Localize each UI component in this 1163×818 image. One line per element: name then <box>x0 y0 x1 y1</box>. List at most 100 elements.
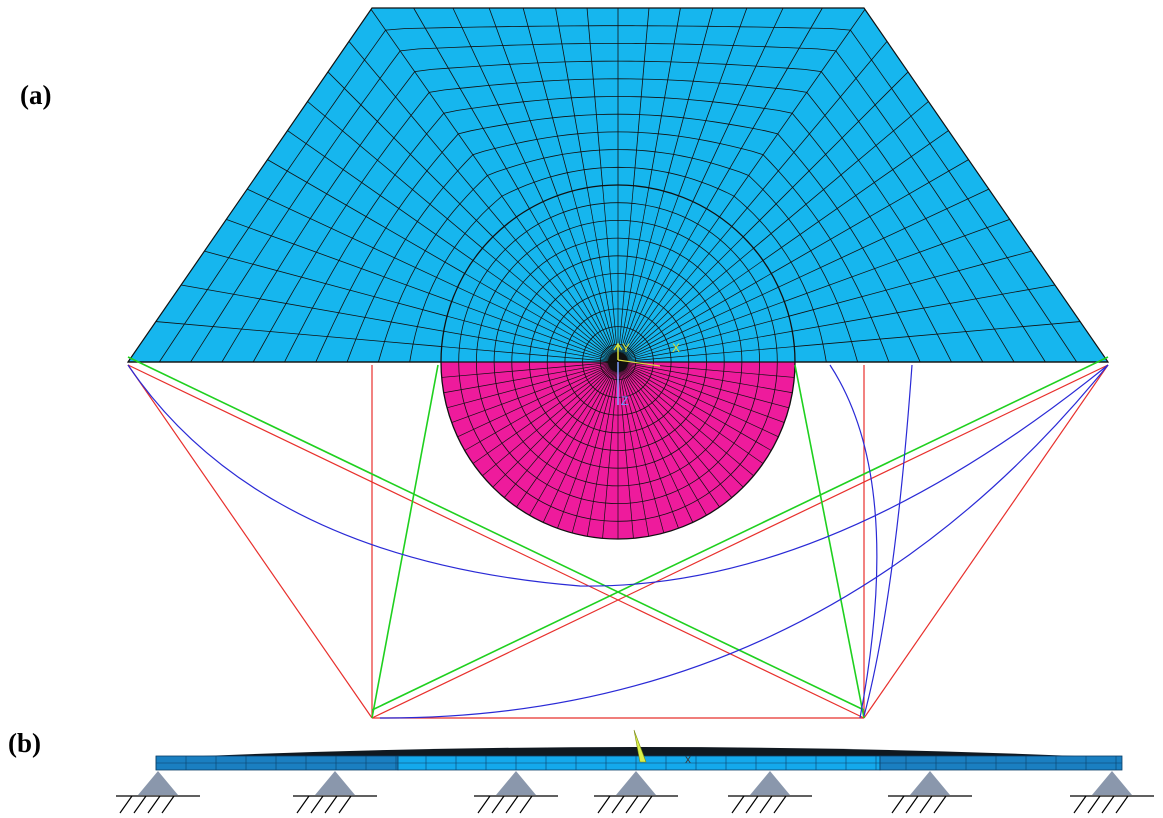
disc-spoke-line <box>516 216 615 358</box>
trapezoid-ring-line <box>158 25 1078 363</box>
support-hatch <box>919 795 933 814</box>
support-hatch <box>310 795 324 814</box>
beam-axis-marker: x <box>685 752 691 766</box>
support-triangle <box>616 771 656 795</box>
disc-spoke-line <box>620 208 707 357</box>
support-hatch <box>296 795 310 814</box>
disc-spoke-line <box>620 367 707 516</box>
disc-spoke-line <box>618 367 650 537</box>
disc-spoke-line <box>623 364 772 451</box>
disc-spoke-line <box>621 226 733 358</box>
disc-spoke-line <box>586 187 618 357</box>
disc-spoke-line <box>451 363 613 423</box>
disc-spoke-line <box>571 190 617 357</box>
support-hatch <box>119 795 133 814</box>
support-hatch <box>324 795 338 814</box>
disc-spoke-line <box>492 236 615 359</box>
axis-x-label: X <box>672 341 680 355</box>
support-triangle <box>315 771 355 795</box>
axis-z-label: Z <box>621 394 628 408</box>
disc-spoke-line <box>529 367 616 516</box>
support-hatch <box>597 795 611 814</box>
pin-support <box>728 771 812 814</box>
cable-blue <box>829 364 878 719</box>
support-hatch <box>891 795 905 814</box>
support-hatch <box>639 795 653 814</box>
cable-green <box>127 356 865 711</box>
trapezoid-ring-line <box>409 166 827 363</box>
cable-red <box>371 364 1109 719</box>
cable-red <box>863 364 1109 719</box>
cable-blue <box>127 364 1109 587</box>
pin-support <box>888 771 972 814</box>
trapezoid-ring-line <box>284 96 952 363</box>
support-hatch <box>1101 795 1115 814</box>
cable-blue <box>863 364 913 717</box>
pin-support <box>474 771 558 814</box>
disc-spoke-line <box>619 195 679 357</box>
support-triangle <box>750 771 790 795</box>
support-hatch <box>1073 795 1087 814</box>
disc-spoke-line <box>621 216 720 358</box>
disc-spoke-line <box>571 367 617 534</box>
panel-b-beam-diagram: x (b) <box>8 728 1154 814</box>
coordinate-triad: Y X Z <box>613 341 680 408</box>
disc-spoke-line <box>602 185 618 357</box>
support-hatch <box>505 795 519 814</box>
disc-spoke-line <box>529 208 616 357</box>
disc-spoke-line <box>503 366 615 498</box>
disc-spoke-line <box>457 286 613 360</box>
trapezoid-ring-line <box>252 78 984 363</box>
disc-spoke-line <box>451 301 613 361</box>
support-hatch <box>519 795 533 814</box>
disc-spoke-line <box>623 301 785 361</box>
cable-green <box>371 364 439 719</box>
support-triangle <box>1092 771 1132 795</box>
cable-green <box>794 364 865 719</box>
support-hatch <box>773 795 787 814</box>
disc-spoke-line <box>623 363 785 423</box>
disc-spoke-line <box>619 367 679 529</box>
support-triangle <box>138 771 178 795</box>
disc-spoke-line <box>542 201 616 357</box>
support-hatch <box>625 795 639 814</box>
cable-red <box>127 364 373 719</box>
support-hatch <box>147 795 161 814</box>
disc-spoke-line <box>492 365 615 488</box>
support-hatch <box>1115 795 1129 814</box>
disc-spoke-line <box>457 364 613 438</box>
disc-spoke-line <box>621 366 733 498</box>
support-hatch <box>933 795 947 814</box>
support-hatch <box>1087 795 1101 814</box>
disc-spoke-line <box>623 364 779 438</box>
disc-spoke-line <box>623 315 790 361</box>
support-hatch <box>759 795 773 814</box>
disc-spoke-line <box>464 364 613 451</box>
trapezoid-ring-line <box>190 43 1046 363</box>
disc-spoke-line <box>482 365 614 477</box>
load-arrow <box>633 729 647 763</box>
support-hatch <box>731 795 745 814</box>
disc-spoke-line <box>516 366 615 508</box>
support-hatch <box>745 795 759 814</box>
pin-support <box>1070 771 1154 814</box>
support-hatch <box>133 795 147 814</box>
support-hatch <box>491 795 505 814</box>
disc-spoke-line <box>623 362 793 394</box>
disc-spoke-line <box>557 195 617 357</box>
disc-spoke-line <box>503 226 615 358</box>
disc-spoke-line <box>586 367 618 537</box>
disc-spoke-line <box>619 367 665 534</box>
disc-spoke-line <box>441 362 613 378</box>
disc-spoke-line <box>623 346 795 362</box>
disc-spoke-line <box>622 365 754 477</box>
disc-spoke-line <box>446 315 613 361</box>
disc-spoke-line <box>443 330 613 362</box>
disc-spoke-line <box>623 363 790 409</box>
trapezoid-ring-line <box>315 113 921 363</box>
disc-spoke-line <box>618 367 634 539</box>
pin-support <box>293 771 377 814</box>
support-hatch <box>905 795 919 814</box>
trapezoid-ring-line <box>346 131 890 363</box>
panel-a-mesh-diagram: Y X Z (a) <box>20 7 1110 719</box>
